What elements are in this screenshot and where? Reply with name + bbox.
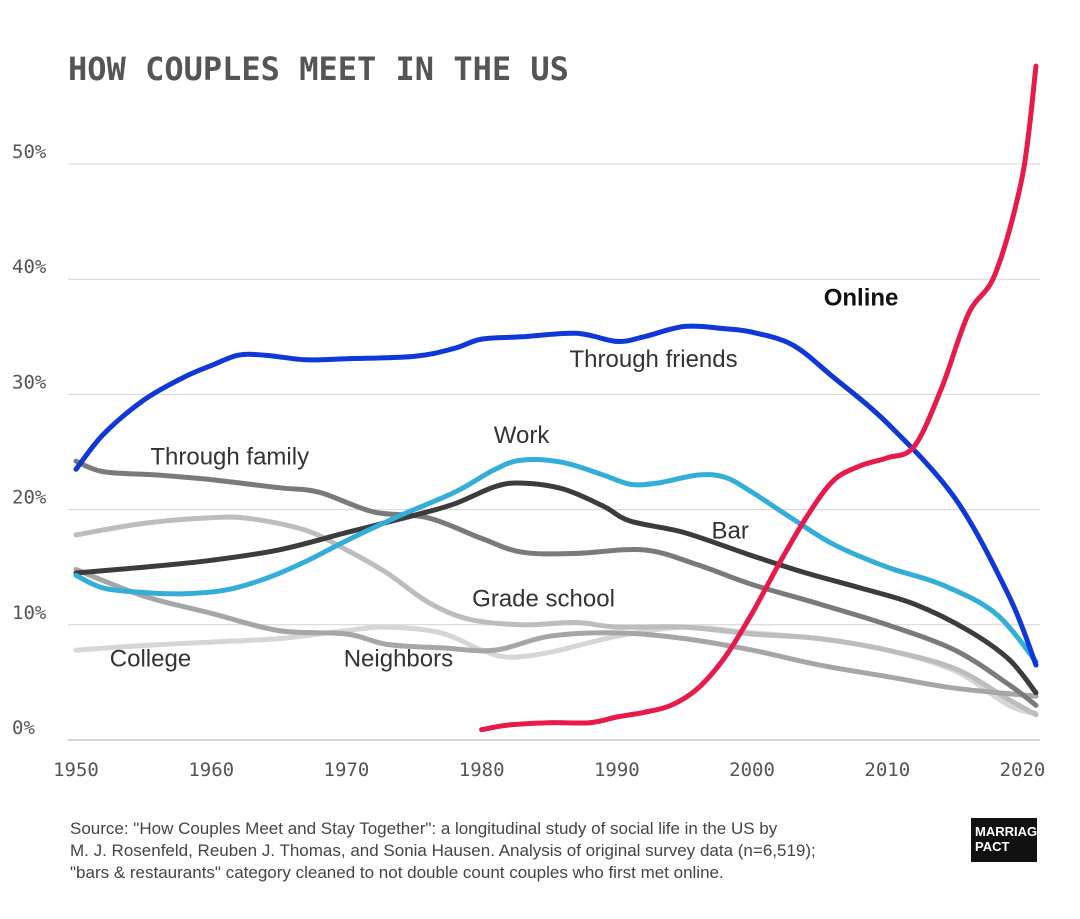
source-note: Source: "How Couples Meet and Stay Toget… xyxy=(70,818,930,884)
x-tick-label: 2000 xyxy=(729,759,775,781)
x-tick-label: 2010 xyxy=(864,759,910,781)
source-line-3: "bars & restaurants" category cleaned to… xyxy=(70,863,724,882)
x-tick-label: 1950 xyxy=(53,759,99,781)
series-label-college: College xyxy=(110,645,191,672)
marriage-pact-logo: MARRIAGE PACT xyxy=(971,818,1046,862)
series-line-work xyxy=(73,457,1039,665)
chart-title: HOW COUPLES MEET IN THE US xyxy=(68,50,569,88)
series-line-through-family xyxy=(73,458,1039,708)
series-label-online: Online xyxy=(824,285,899,312)
x-axis-ticks: 1950 1960 1970 1980 1990 2000 2010 2020 xyxy=(53,759,1045,781)
how-couples-meet-chart: HOW COUPLES MEET IN THE US 0% 10% 20% 30% 40… xyxy=(12,50,1045,781)
series-label-work: Work xyxy=(494,422,551,449)
series-line-through-friends xyxy=(73,323,1039,668)
series-line-bar xyxy=(73,480,1039,696)
logo-line-1: MARRIAGE xyxy=(975,824,1046,839)
x-tick-label: 1970 xyxy=(324,759,370,781)
x-tick-label: 1960 xyxy=(188,759,234,781)
series-label-neighbors: Neighbors xyxy=(344,645,453,672)
y-tick-label: 10% xyxy=(12,602,47,624)
series-label-bar: Bar xyxy=(711,517,748,544)
series-line-online xyxy=(479,63,1039,733)
series-label-through-family: Through family xyxy=(150,444,309,471)
y-axis-ticks: 0% 10% 20% 30% 40% 50% xyxy=(12,141,47,739)
series-line-neighbors xyxy=(73,567,1039,699)
y-tick-label: 50% xyxy=(12,141,47,163)
y-tick-label: 30% xyxy=(12,371,47,393)
y-tick-label: 0% xyxy=(12,717,35,739)
gridlines xyxy=(68,163,1040,741)
x-tick-label: 1990 xyxy=(594,759,640,781)
series-labels: College Grade school Neighbors Through fami… xyxy=(110,285,899,673)
series-line-college xyxy=(73,624,1039,716)
series-label-through-friends: Through friends xyxy=(570,346,738,373)
y-tick-label: 40% xyxy=(12,256,47,278)
series-line-grade-school xyxy=(73,514,1039,718)
logo-line-2: PACT xyxy=(975,839,1010,854)
source-line-1: Source: "How Couples Meet and Stay Toget… xyxy=(70,819,778,838)
x-tick-label: 2020 xyxy=(1000,759,1046,781)
source-line-2: M. J. Rosenfeld, Reuben J. Thomas, and S… xyxy=(70,841,816,860)
y-tick-label: 20% xyxy=(12,487,47,509)
x-tick-label: 1980 xyxy=(459,759,505,781)
series-label-grade-school: Grade school xyxy=(472,585,615,612)
series-lines xyxy=(73,63,1039,733)
